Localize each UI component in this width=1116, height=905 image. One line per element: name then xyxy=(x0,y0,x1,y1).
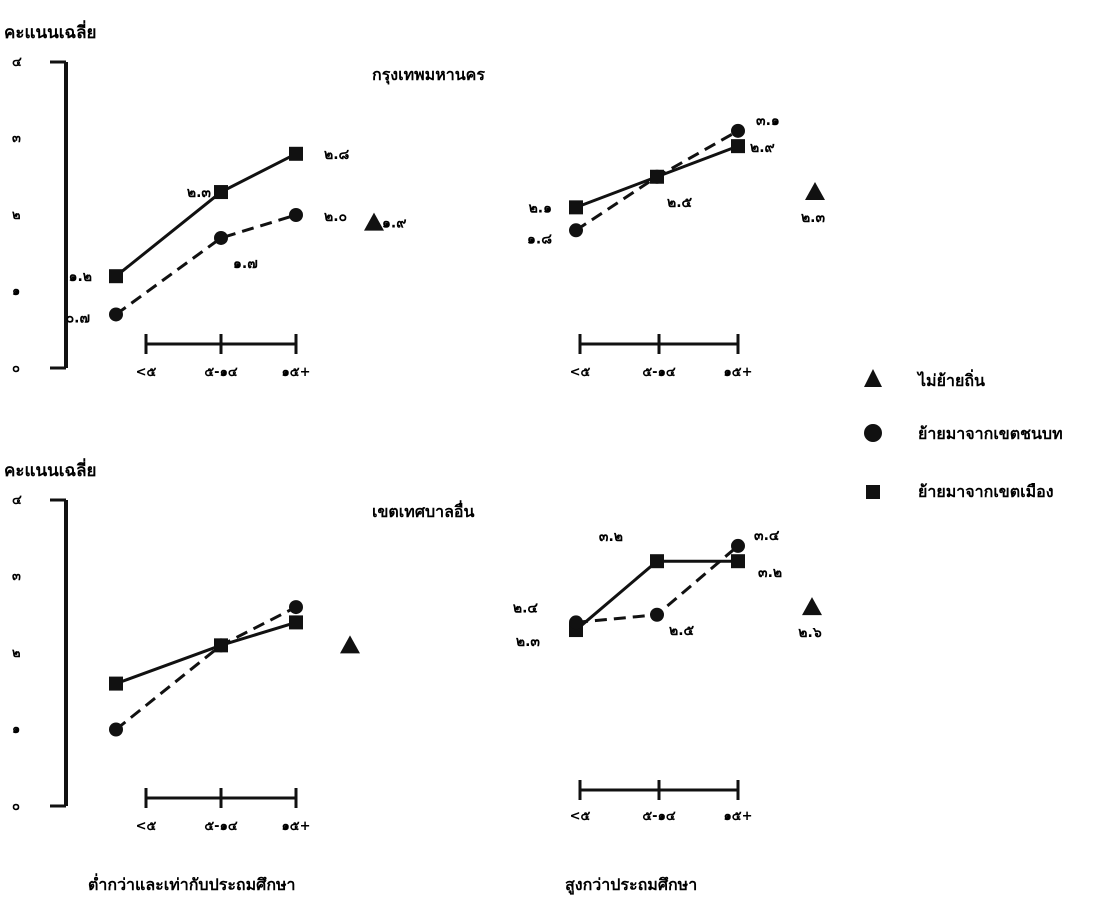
data-label: ๒.๖ xyxy=(798,625,822,641)
data-marks: ๑.๒๒.๓๒.๘๐.๗๑.๗๒.๐ ๑.๙๒.๑๒.๙๑.๘๒.๕๓.๑๒.๓๒… xyxy=(66,113,826,737)
data-label: ๒.๔ xyxy=(513,600,539,616)
legend-label-rural-migrant: ย้ายมาจากเขตชนบท xyxy=(918,424,1063,443)
column-title-above-primary: สูงกว่าประถมศึกษา xyxy=(565,875,697,896)
data-label: ๒.๓ xyxy=(801,210,826,226)
y-tick-label: ๐ xyxy=(12,799,20,814)
legend-triangle-marker xyxy=(864,369,882,387)
urban-migrant-point xyxy=(109,676,123,691)
data-label: ๒.๘ xyxy=(324,147,350,163)
rural-migrant-point xyxy=(109,307,123,322)
data-label: ๓.๑ xyxy=(756,113,780,129)
data-label: ๒.๑ xyxy=(529,200,552,216)
legend-square-marker xyxy=(866,485,880,499)
data-label: ๒.๙ xyxy=(750,140,775,156)
column-title-primary-or-less: ต่ำกว่าและเท่ากับประถมศึกษา xyxy=(88,873,296,894)
rural-migrant-point xyxy=(731,538,745,553)
y-tick-label: ๐ xyxy=(12,361,20,376)
y-tick-label: ๔ xyxy=(12,55,22,70)
x-tick-label: ๕-๑๔ xyxy=(204,365,237,380)
x-tick-label: ๕-๑๔ xyxy=(642,365,675,380)
row-title-other-municipal: เขตเทศบาลอื่น xyxy=(372,500,475,521)
urban-migrant-line xyxy=(115,620,297,686)
y-tick-label: ๔ xyxy=(12,493,22,508)
data-label: ๒.๐ xyxy=(324,209,347,225)
rural-migrant-point xyxy=(650,607,664,622)
data-label: ๓.๔ xyxy=(754,528,780,544)
data-label: ๐.๗ xyxy=(66,310,90,326)
y-axis-label-top: คะแนนเฉลี่ย xyxy=(4,20,96,43)
data-label: ๑.๒ xyxy=(69,269,92,285)
data-label: ๓.๒ xyxy=(758,565,782,581)
y-tick-label: ๓ xyxy=(12,131,21,146)
data-label: ๒.๕ xyxy=(667,195,693,211)
x-tick-label: ๑๕+ xyxy=(282,365,311,380)
y-axis-label-bottom: คะแนนเฉลี่ย xyxy=(4,458,96,481)
urban-migrant-point xyxy=(289,146,303,161)
legend-label-urban-migrant: ย้ายมาจากเขตเมือง xyxy=(918,482,1054,501)
row-title-bangkok: กรุงเทพมหานคร xyxy=(372,65,485,85)
x-tick-label: <๕ xyxy=(570,365,591,380)
rural-migrant-point xyxy=(569,223,583,238)
legend-circle-marker xyxy=(864,424,882,442)
x-tick-label: ๑๕+ xyxy=(282,819,311,834)
data-label: ๓.๒ xyxy=(599,529,623,545)
urban-migrant-point xyxy=(731,139,745,154)
legend: ไม่ย้ายถิ่น ย้ายมาจากเขตชนบท ย้ายมาจากเข… xyxy=(864,369,1063,501)
urban-migrant-point xyxy=(650,554,664,569)
urban-migrant-point xyxy=(214,185,228,200)
x-tick-label: ๑๕+ xyxy=(724,365,753,380)
data-label: ๑.๙ xyxy=(382,216,406,232)
x-tick-label: <๕ xyxy=(136,819,157,834)
rural-migrant-line xyxy=(115,213,297,316)
y-tick-label: ๒ xyxy=(12,646,21,661)
nonmigrant-point xyxy=(364,212,384,231)
x-tick-label: <๕ xyxy=(570,809,591,824)
rural-migrant-point xyxy=(214,230,228,245)
data-label: ๑.๘ xyxy=(527,231,552,247)
x-tick-label: <๕ xyxy=(136,365,157,380)
urban-migrant-point xyxy=(731,554,745,569)
data-label: ๑.๗ xyxy=(233,256,258,272)
y-tick-label: ๒ xyxy=(12,208,21,223)
y-tick-label: ๑ xyxy=(12,722,20,737)
row-top-axis: คะแนนเฉลี่ย ๐ ๑ ๒ ๓ ๔ xyxy=(4,20,96,376)
nonmigrant-point xyxy=(340,635,360,654)
legend-label-nonmigrant: ไม่ย้ายถิ่น xyxy=(916,369,985,390)
x-tick-label: ๕-๑๔ xyxy=(204,819,237,834)
rural-migrant-point xyxy=(289,208,303,222)
nonmigrant-point xyxy=(805,182,825,201)
row-bottom-axis: คะแนนเฉลี่ย ๐ ๑ ๒ ๓ ๔ xyxy=(4,458,96,814)
data-label: ๒.๓ xyxy=(187,185,212,201)
rural-migrant-point xyxy=(650,169,664,184)
x-bracket-top-left: <๕ ๕-๑๔ ๑๕+ xyxy=(136,334,311,380)
data-label: ๒.๓ xyxy=(516,634,541,650)
rural-migrant-point xyxy=(214,638,228,653)
rural-migrant-point xyxy=(109,722,123,737)
urban-migrant-point xyxy=(289,615,303,630)
rural-migrant-point xyxy=(731,123,745,138)
x-tick-label: ๕-๑๔ xyxy=(642,809,675,824)
data-label: ๒.๕ xyxy=(669,623,695,639)
x-bracket-bottom-left: <๕ ๕-๑๔ ๑๕+ xyxy=(136,788,311,834)
x-bracket-top-right: <๕ ๕-๑๔ ๑๕+ xyxy=(570,334,753,380)
urban-migrant-point xyxy=(109,269,123,284)
urban-migrant-line xyxy=(115,152,297,278)
x-bracket-bottom-right: <๕ ๕-๑๔ ๑๕+ xyxy=(570,780,753,824)
rural-migrant-point xyxy=(569,615,583,630)
urban-migrant-point xyxy=(569,200,583,215)
rural-migrant-point xyxy=(289,600,303,615)
y-tick-label: ๓ xyxy=(12,569,21,584)
y-tick-label: ๑ xyxy=(12,284,20,299)
rural-migrant-line xyxy=(115,605,297,731)
nonmigrant-point xyxy=(802,597,822,616)
x-tick-label: ๑๕+ xyxy=(724,809,753,824)
